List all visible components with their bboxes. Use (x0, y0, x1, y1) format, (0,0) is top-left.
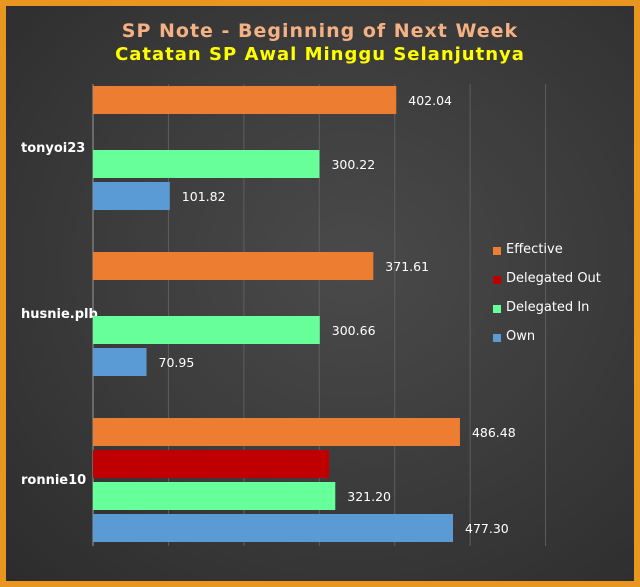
data-label: 70.95 (159, 355, 195, 370)
category-label-ronnie10: ronnie10 (21, 473, 86, 488)
legend-label-own: Own (506, 329, 536, 344)
data-label: 321.20 (347, 489, 391, 504)
bar-delegated-in-tonyoi23 (93, 150, 320, 178)
data-label: 101.82 (182, 189, 226, 204)
bar-effective-tonyoi23 (93, 86, 397, 114)
data-label: 486.48 (472, 425, 516, 440)
data-label: 300.66 (332, 323, 376, 338)
legend-item-delegated-in: Delegated In (493, 300, 633, 329)
bar-delegated-in-husnie-plb (93, 316, 320, 344)
legend-item-delegated-out: Delegated Out (493, 271, 633, 300)
data-label: 371.61 (385, 259, 429, 274)
bar-delegated-out-ronnie10 (93, 450, 330, 478)
legend-label-delegated-in: Delegated In (506, 300, 590, 315)
category-label-husnie-plb: husnie.plb (21, 307, 98, 322)
data-label: 402.04 (408, 93, 452, 108)
legend-swatch-delegated-out (493, 276, 501, 284)
bar-delegated-in-ronnie10 (93, 482, 336, 510)
legend-swatch-own (493, 334, 501, 342)
legend-item-own: Own (493, 329, 633, 358)
chart-subtitle: Catatan SP Awal Minggu Selanjutnya (115, 44, 525, 65)
data-label: 477.30 (465, 521, 509, 536)
chart-title: SP Note - Beginning of Next Week (121, 20, 519, 42)
chart-plot: tonyoi23 402.04 300.22 101.82 husnie.plb 371.… (21, 84, 547, 546)
legend-swatch-delegated-in (493, 305, 501, 313)
data-label: 300.22 (331, 157, 375, 172)
chart-legend: Effective Delegated Out Delegated In Own (493, 242, 633, 358)
bar-own-ronnie10 (93, 514, 454, 542)
bar-own-tonyoi23 (93, 182, 170, 210)
legend-item-effective: Effective (493, 242, 633, 271)
legend-label-effective: Effective (506, 242, 563, 257)
bar-effective-husnie-plb (93, 252, 374, 280)
legend-label-delegated-out: Delegated Out (506, 271, 601, 286)
bar-own-husnie-plb (93, 348, 147, 376)
category-label-tonyoi23: tonyoi23 (21, 141, 85, 156)
legend-swatch-effective (493, 247, 501, 255)
bar-effective-ronnie10 (93, 418, 460, 446)
